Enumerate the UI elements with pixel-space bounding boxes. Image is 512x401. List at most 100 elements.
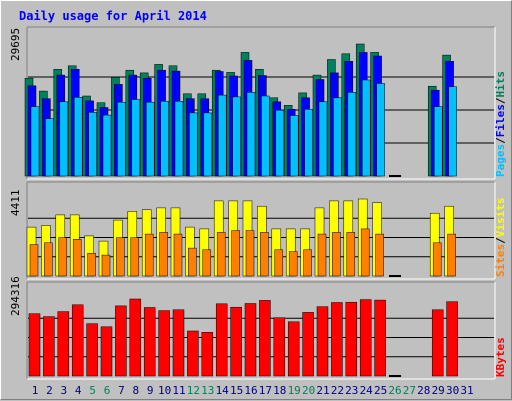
x-tick-label-day-12: 12 — [187, 384, 200, 397]
bar-sites-day-10 — [159, 232, 168, 277]
x-tick-label-day-11: 11 — [172, 384, 185, 397]
bar-kbytes-day-5 — [86, 323, 98, 377]
x-tick-label-day-16: 16 — [244, 384, 257, 397]
bar-kbytes-day-15 — [230, 306, 242, 377]
bar-pages-day-6 — [102, 114, 112, 177]
bar-kbytes-day-13 — [201, 332, 214, 377]
legend-item: Files — [494, 104, 507, 137]
bar-sites-day-30 — [447, 233, 456, 277]
bar-kbytes-day-2 — [43, 316, 55, 377]
x-tick-label-day-6: 6 — [104, 384, 111, 397]
bar-kbytes-day-7 — [115, 305, 127, 377]
x-tick-label-day-17: 17 — [259, 384, 272, 397]
bar-kbytes-day-8 — [129, 298, 142, 377]
x-tick-label-day-4: 4 — [75, 384, 82, 397]
x-tick-label-day-31: 31 — [460, 384, 473, 397]
bar-sites-day-21 — [317, 233, 327, 277]
bar-pages-day-29 — [433, 106, 443, 177]
bar-kbytes-day-14 — [215, 303, 228, 377]
bar-sites-day-23 — [346, 232, 356, 277]
bar-kbytes-day-23 — [345, 301, 358, 377]
bar-kbytes-day-4 — [71, 304, 84, 377]
bar-kbytes-day-1 — [28, 313, 41, 377]
bar-sites-day-1 — [29, 244, 39, 277]
x-tick-label-day-25: 25 — [374, 384, 387, 397]
bar-sites-day-19 — [288, 251, 298, 277]
chart-panels: 29695 4411 294316 — [9, 26, 496, 380]
x-tick-label-day-8: 8 — [132, 384, 139, 397]
bar-pages-day-10 — [160, 101, 169, 177]
x-tick-label-day-3: 3 — [60, 384, 67, 397]
bar-pages-day-22 — [333, 97, 342, 177]
bar-kbytes-day-12 — [187, 330, 199, 377]
bar-pages-day-3 — [59, 101, 69, 177]
bar-sites-day-6 — [101, 254, 111, 277]
bar-pages-day-20 — [304, 109, 313, 177]
x-tick-label-day-30: 30 — [446, 384, 459, 397]
x-tick-label-day-21: 21 — [316, 384, 329, 397]
bar-kbytes-day-16 — [244, 303, 257, 377]
legend-item: Sites — [494, 244, 507, 277]
x-tick-label-day-9: 9 — [147, 384, 154, 397]
bar-pages-day-25 — [376, 83, 385, 177]
bar-pages-day-17 — [261, 95, 270, 177]
x-tick-label-day-27: 27 — [403, 384, 416, 397]
bar-kbytes-day-30 — [446, 301, 458, 377]
x-tick-label-day-19: 19 — [288, 384, 301, 397]
x-tick-label-day-14: 14 — [216, 384, 230, 397]
legend-item: / — [494, 237, 507, 244]
bar-pages-day-30 — [448, 86, 457, 177]
bar-sites-day-29 — [432, 242, 442, 277]
x-tick-label-day-22: 22 — [331, 384, 344, 397]
bar-sites-day-14 — [216, 232, 226, 277]
x-tick-label-day-28: 28 — [417, 384, 430, 397]
bar-pages-day-2 — [45, 118, 54, 177]
bar-sites-day-17 — [260, 232, 269, 277]
bar-sites-day-4 — [72, 239, 82, 277]
legend-top: Pages/Files/Hits — [494, 71, 507, 177]
x-tick-label-day-26: 26 — [388, 384, 401, 397]
chart-title: Daily usage for April 2014 — [19, 9, 207, 23]
x-axis-labels: 1 2 3 4 5 6 7 8 9 10 11 12 13 14 15 16 17 18 19 20 21 22 23 24 2… — [32, 384, 474, 397]
bar-kbytes-day-20 — [302, 312, 314, 377]
bar-sites-day-20 — [303, 249, 312, 277]
bar-pages-day-5 — [88, 112, 97, 177]
bar-sites-day-5 — [87, 253, 96, 277]
bar-pages-day-7 — [117, 101, 126, 177]
bar-pages-day-13 — [203, 112, 213, 177]
ymax-label: 294316 — [9, 276, 22, 316]
x-tick-label-day-18: 18 — [273, 384, 286, 397]
bar-sites-day-13 — [202, 249, 212, 277]
bar-kbytes-day-6 — [100, 326, 113, 377]
legend-item: Hits — [494, 71, 507, 98]
legend-item: / — [494, 97, 507, 104]
bar-pages-day-9 — [145, 101, 155, 177]
bar-pages-day-8 — [131, 99, 141, 177]
bar-pages-day-1 — [30, 106, 40, 177]
bar-pages-day-24 — [361, 79, 371, 177]
legend-middle: Sites/Visits — [494, 198, 507, 278]
legend-item: Pages — [494, 144, 507, 177]
bar-kbytes-day-21 — [316, 306, 329, 377]
bar-sites-day-9 — [144, 233, 154, 277]
x-tick-label-day-29: 29 — [432, 384, 445, 397]
bar-sites-day-12 — [188, 247, 197, 277]
bar-sites-day-11 — [173, 233, 183, 277]
panel-top: 29695 — [9, 26, 496, 180]
bar-pages-day-15 — [232, 96, 241, 177]
bar-pages-day-11 — [174, 101, 184, 177]
bar-pages-day-21 — [318, 101, 328, 177]
x-tick-label-day-13: 13 — [201, 384, 214, 397]
ymax-label: 29695 — [9, 28, 22, 61]
bar-sites-day-7 — [116, 237, 125, 277]
bar-sites-day-24 — [360, 228, 370, 277]
bar-kbytes-day-29 — [431, 309, 444, 377]
bar-pages-day-18 — [275, 109, 285, 177]
bar-pages-day-12 — [189, 112, 198, 177]
bar-kbytes-day-9 — [143, 307, 156, 377]
bar-pages-day-19 — [289, 115, 299, 177]
bar-kbytes-day-19 — [287, 321, 300, 377]
bar-sites-day-3 — [58, 237, 68, 277]
